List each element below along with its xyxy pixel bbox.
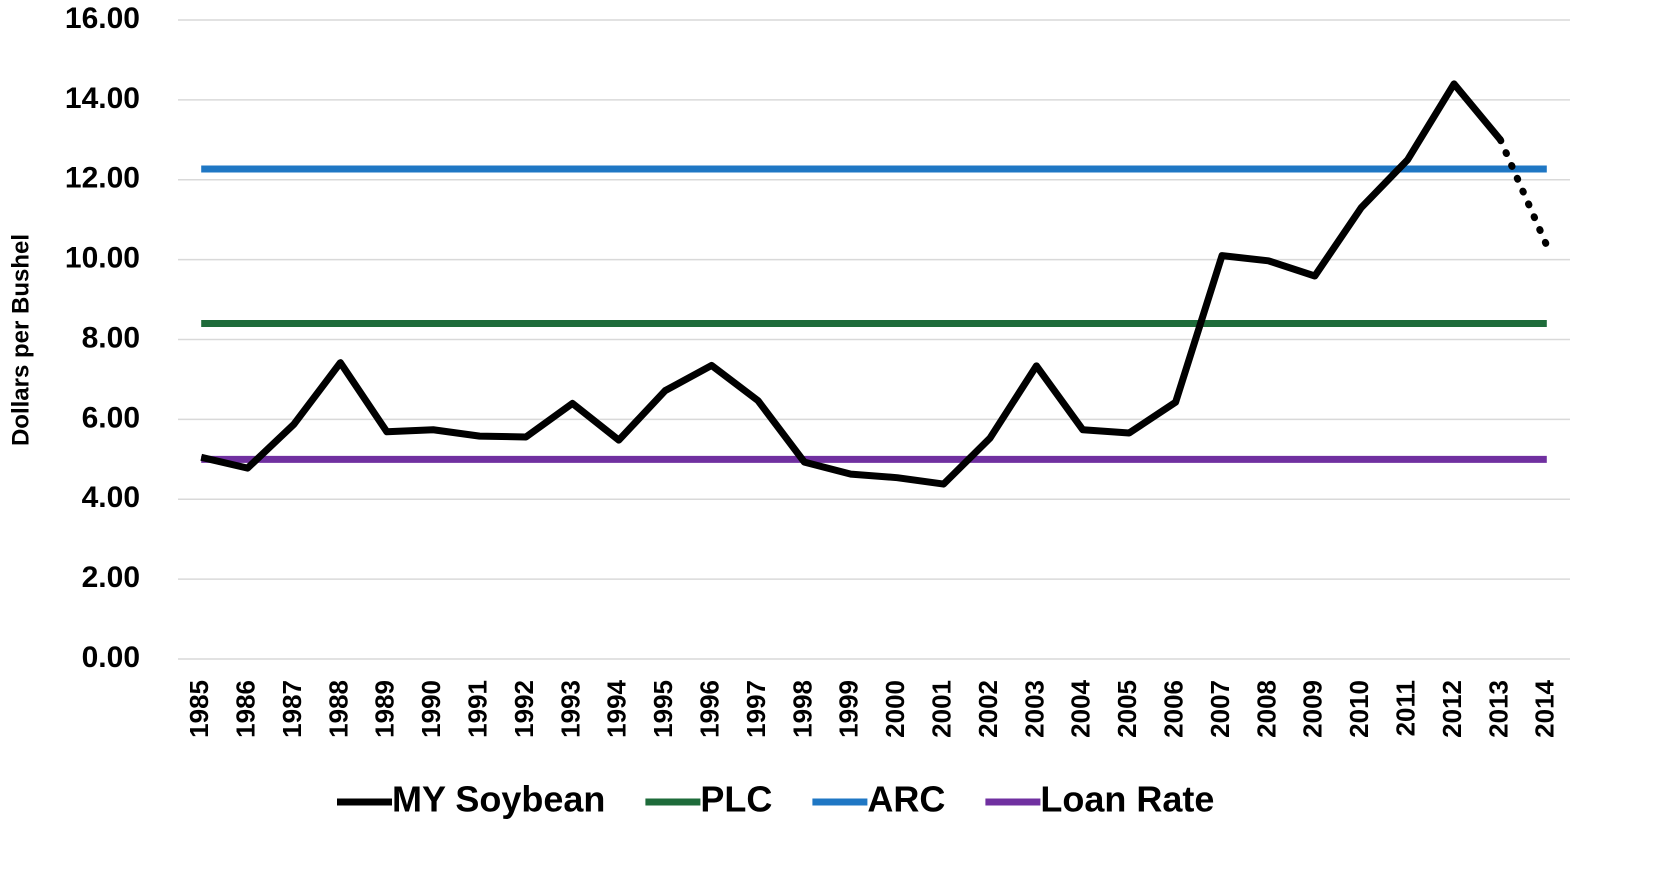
x-tick-label: 2009 [1298,680,1328,738]
x-tick-label: 2013 [1483,680,1513,738]
y-tick-label: 14.00 [65,82,140,115]
x-tick-label: 2007 [1205,680,1235,738]
x-tick-label: 1995 [648,680,678,738]
x-tick-label: 2002 [973,680,1003,738]
x-tick-label: 1993 [555,680,585,738]
x-tick-label: 1996 [694,680,724,738]
legend-label: ARC [867,779,945,820]
x-tick-label: 2008 [1251,680,1281,738]
y-tick-label: 0.00 [82,641,140,674]
y-tick-label: 4.00 [82,481,140,514]
series-line [200,80,1504,488]
x-tick-label: 2010 [1344,680,1374,738]
x-tick-label: 1989 [370,680,400,738]
y-axis-title: Dollars per Bushel [7,234,34,446]
x-tick-label: 1985 [184,680,214,738]
legend-label: PLC [700,779,772,820]
x-tick-label: 1987 [277,680,307,738]
x-tick-label: 1991 [462,680,492,738]
y-tick-label: 8.00 [82,321,140,354]
series-line-dotted [1496,136,1551,250]
x-tick-label: 2012 [1437,680,1467,738]
x-tick-label: 1997 [741,680,771,738]
x-tick-label: 2003 [1019,680,1049,738]
x-tick-label: 2000 [880,680,910,738]
x-tick-label: 2004 [1066,679,1096,737]
x-tick-label: 1990 [416,680,446,738]
legend-label: MY Soybean [392,779,605,820]
x-tick-label: 1999 [834,680,864,738]
x-tick-label: 1988 [323,680,353,738]
y-tick-label: 16.00 [65,2,140,35]
y-tick-label: 12.00 [65,162,140,195]
x-tick-label: 1994 [602,679,632,737]
x-tick-label: 1992 [509,680,539,738]
legend-label: Loan Rate [1040,779,1214,820]
x-tick-label: 2001 [926,680,956,738]
x-tick-label: 2011 [1390,680,1420,736]
x-tick-label: 1998 [787,680,817,738]
y-tick-label: 6.00 [82,401,140,434]
y-tick-label: 2.00 [82,561,140,594]
x-tick-label: 1986 [230,680,260,738]
x-tick-label: 2006 [1158,680,1188,738]
x-tick-label: 2005 [1112,680,1142,738]
x-tick-label: 2014 [1530,679,1560,737]
y-tick-label: 10.00 [65,242,140,275]
